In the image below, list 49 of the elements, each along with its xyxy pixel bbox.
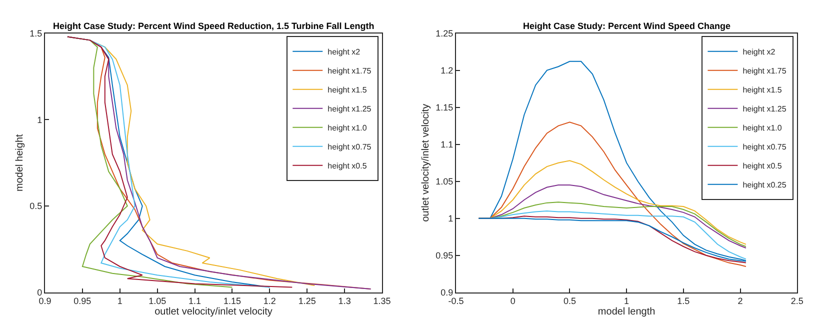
y-tick-label: 1.1	[440, 139, 454, 150]
x-tick-label: 0.95	[74, 296, 92, 306]
legend-label: height x0.75	[742, 142, 787, 152]
legend-label: height x0.5	[742, 161, 782, 170]
x-tick-label: 2	[738, 296, 743, 306]
x-tick-label: 0	[510, 296, 516, 306]
legend-label: height x1.75	[742, 66, 787, 76]
x-tick-label: -0.5	[448, 296, 464, 306]
x-tick-label: 1.35	[373, 296, 391, 306]
x-axis-title: outlet velocity/inlet velocity	[154, 306, 272, 318]
y-tick-label: 0	[37, 288, 42, 298]
legend-label: height x0.75	[328, 142, 372, 152]
chart-title: Height Case Study: Percent Wind Speed Reduction, 1.5 Turbine Fall Length	[53, 21, 374, 31]
x-tick-label: 1.2	[263, 296, 276, 306]
y-axis-title: outlet velocity/inlet velocity	[420, 104, 432, 222]
x-tick-label: 1.3	[338, 296, 351, 306]
y-tick-label: 0.9	[440, 288, 454, 298]
x-tick-label: 1	[117, 296, 122, 306]
legend-label: height x1.75	[328, 66, 372, 76]
legend-label: height x2	[742, 47, 776, 56]
x-tick-label: 2.5	[790, 296, 804, 306]
y-tick-label: 1	[37, 114, 42, 125]
x-tick-label: 1.25	[298, 296, 316, 306]
legend-label: height x2	[328, 47, 361, 56]
chart-title: Height Case Study: Percent Wind Speed Change	[523, 21, 730, 31]
x-tick-label: 0.5	[563, 296, 576, 306]
x-tick-label: 1.05	[148, 296, 166, 306]
legend-label: height x1.0	[742, 123, 782, 132]
legend-label: height x1.5	[328, 85, 368, 94]
x-tick-label: 1.1	[188, 296, 202, 306]
y-tick-label: 0.5	[30, 201, 42, 212]
y-axis-title: model height	[14, 134, 26, 192]
x-axis-title: model length	[598, 306, 656, 318]
x-tick-label: 1.5	[677, 296, 690, 306]
y-tick-label: 0.95	[436, 250, 454, 261]
y-tick-label: 1.05	[436, 176, 454, 186]
y-tick-label: 1	[448, 214, 454, 224]
y-tick-label: 1.5	[30, 28, 42, 38]
legend-label: height x1.25	[328, 104, 372, 114]
y-tick-label: 1.15	[436, 102, 454, 112]
legend-label: height x1.25	[742, 104, 787, 114]
legend-label: height x1.0	[328, 123, 368, 132]
legend-label: height x1.5	[742, 85, 782, 94]
y-tick-label: 1.25	[436, 28, 454, 38]
x-tick-label: 1	[624, 296, 630, 306]
legend-label: height x0.5	[328, 161, 368, 170]
x-tick-label: 1.15	[223, 296, 241, 306]
y-tick-label: 1.2	[440, 65, 454, 76]
legend-label: height x0.25	[742, 180, 787, 190]
